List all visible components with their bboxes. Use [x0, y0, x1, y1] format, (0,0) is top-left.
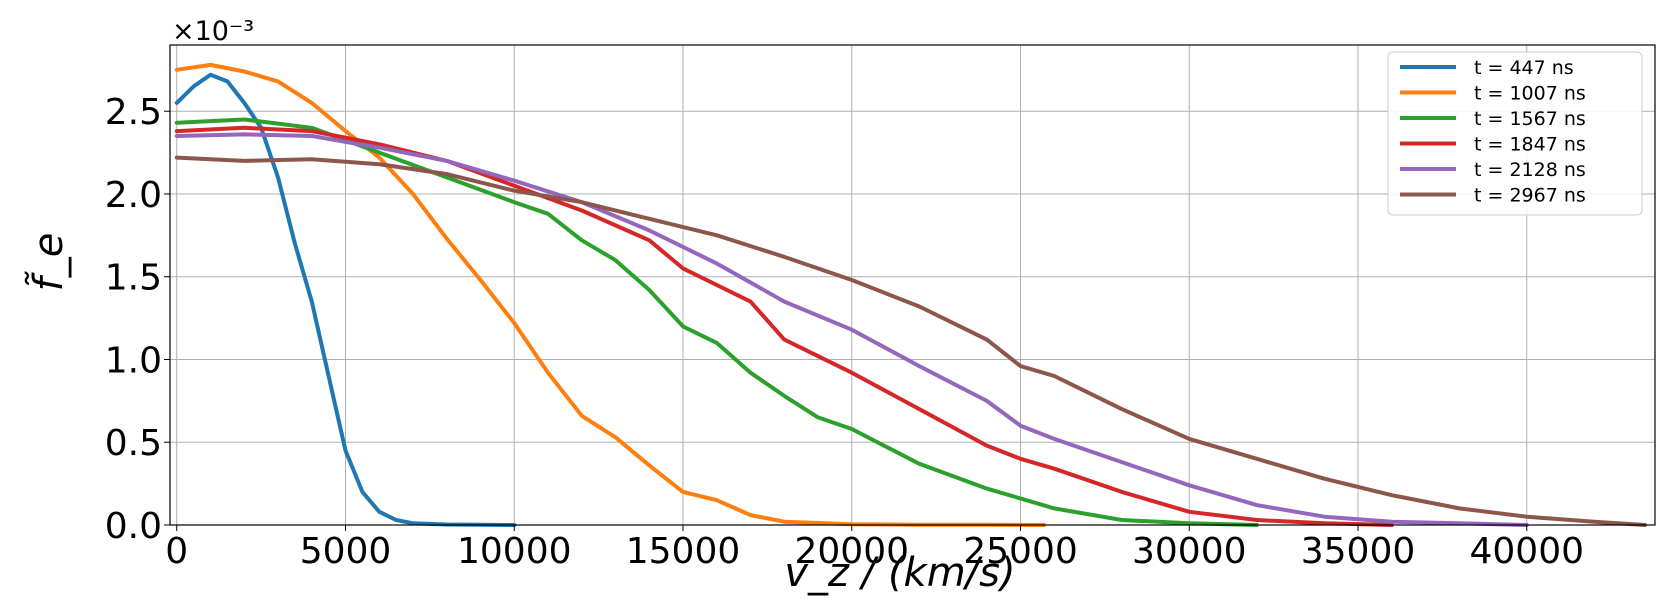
- legend-label: t = 1007 ns: [1474, 83, 1586, 105]
- y-axis-ticks: 0.0 0.5 1.0 1.5 2.0 2.5: [105, 92, 170, 547]
- series-line-6: [174, 155, 1647, 527]
- plot-frame: [169, 44, 1656, 526]
- series-layer: [174, 62, 1647, 527]
- y-tick-label: 1.5: [105, 258, 162, 299]
- y-tick-label: 1.0: [105, 340, 162, 381]
- series-line-2: [174, 62, 1047, 527]
- y-multiplier-label: ×10⁻³: [172, 16, 254, 47]
- series-line-3: [174, 117, 1259, 527]
- legend-label: t = 1567 ns: [1474, 108, 1586, 130]
- y-tick-label: 2.5: [105, 92, 162, 133]
- x-tick-label: 5000: [300, 531, 392, 572]
- legend-label: t = 2967 ns: [1474, 185, 1586, 207]
- x-tick-label: 0: [165, 531, 188, 572]
- series-line-5: [174, 132, 1529, 527]
- legend-label: t = 447 ns: [1474, 57, 1574, 79]
- series-line-1: [174, 72, 517, 527]
- legend-label: t = 1847 ns: [1474, 134, 1586, 156]
- x-tick-label: 25000: [963, 531, 1078, 572]
- x-tick-label: 10000: [457, 531, 572, 572]
- x-tick-label: 15000: [626, 531, 741, 572]
- legend: t = 447 ns t = 1007 ns t = 1567 ns t = 1847…: [1387, 51, 1643, 216]
- y-axis-label: f̃_e: [24, 233, 72, 292]
- y-tick-label: 0.0: [105, 506, 162, 547]
- x-tick-label: 30000: [1132, 531, 1247, 572]
- x-tick-label: 35000: [1301, 531, 1416, 572]
- x-tick-label: 40000: [1469, 531, 1584, 572]
- y-tick-label: 2.0: [105, 175, 162, 216]
- x-axis-label: v_z / (km/s): [784, 550, 1015, 596]
- y-tick-label: 0.5: [105, 423, 162, 464]
- x-tick-label: 20000: [794, 531, 909, 572]
- x-axis-ticks: 0 5000 10000 15000 20000 25000 30000 35000 40000: [165, 525, 1584, 572]
- legend-label: t = 2128 ns: [1474, 159, 1586, 181]
